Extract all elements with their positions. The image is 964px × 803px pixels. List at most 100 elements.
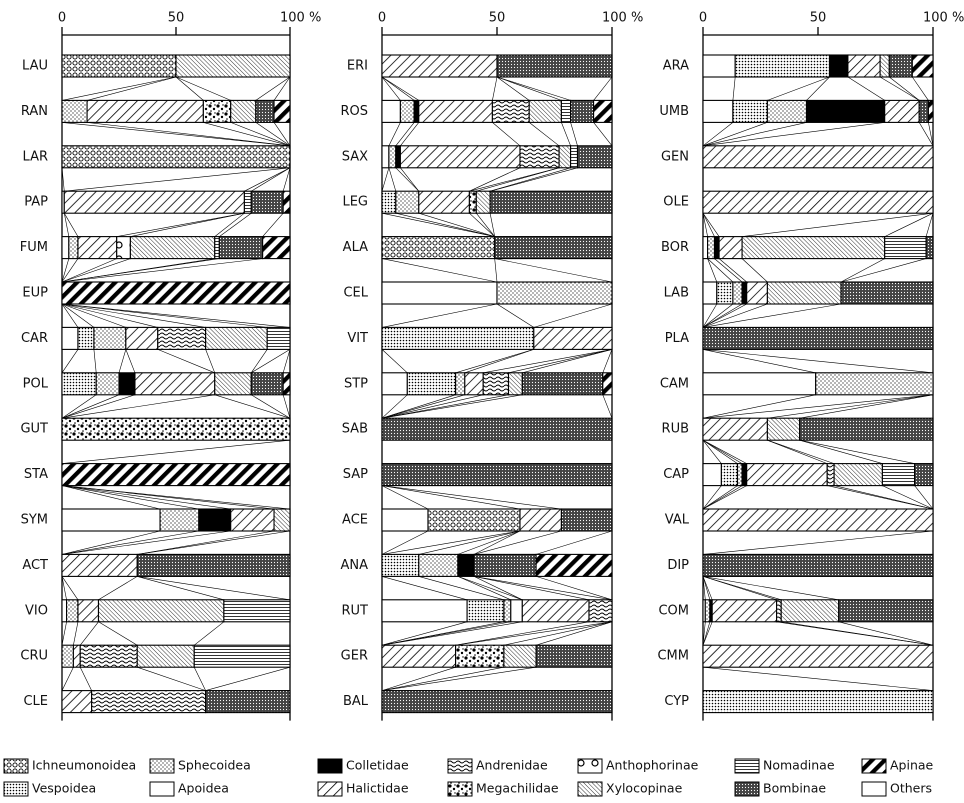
- connector: [381, 258, 498, 283]
- connector: [61, 258, 79, 283]
- connector: [125, 349, 136, 373]
- bar-segment: [535, 644, 613, 668]
- connector: [702, 576, 711, 600]
- bar-segment: [202, 99, 232, 123]
- connector: [767, 394, 934, 419]
- x-tick-label: 50: [810, 11, 827, 26]
- connector: [61, 485, 161, 510]
- legend-label: Apoidea: [178, 781, 229, 796]
- connector: [840, 258, 885, 283]
- connector: [847, 76, 885, 101]
- bar-segment: [205, 326, 268, 350]
- bar-segment: [86, 99, 204, 123]
- category-label: ANA: [340, 558, 368, 573]
- bar-segment: [198, 508, 232, 532]
- connector: [914, 485, 934, 510]
- bar-segment: [399, 145, 521, 169]
- bar-segment: [884, 236, 927, 260]
- bar-segment: [93, 326, 127, 350]
- bar-segment: [840, 281, 934, 305]
- connector: [251, 167, 291, 192]
- bar-segment: [72, 644, 81, 668]
- bar-segment: [381, 236, 496, 260]
- connector: [137, 530, 275, 555]
- connector: [536, 621, 613, 646]
- connector: [282, 394, 291, 419]
- bar-segment: [457, 553, 475, 577]
- bar-segment: [780, 599, 840, 623]
- connector: [702, 576, 839, 601]
- bar-segment: [381, 54, 498, 78]
- legend-label: Nomadinae: [763, 758, 835, 773]
- connector: [61, 258, 117, 283]
- connector: [61, 530, 231, 555]
- connector: [61, 258, 131, 283]
- category-label: RUB: [662, 422, 689, 437]
- bar-segment: [61, 372, 97, 396]
- bar-segment: [418, 553, 459, 577]
- connector: [395, 212, 495, 237]
- connector: [116, 212, 245, 237]
- bar-segment: [464, 372, 484, 396]
- bar-segment: [381, 463, 613, 487]
- connector: [137, 666, 206, 691]
- bar-segment: [805, 99, 886, 123]
- x-tick-label: 100 %: [280, 11, 321, 26]
- x-tick-label: 100 %: [602, 11, 643, 26]
- connector: [455, 621, 590, 646]
- connector: [702, 122, 768, 147]
- connector: [61, 303, 95, 328]
- bar-segment: [381, 690, 613, 714]
- connector: [61, 576, 79, 600]
- connector: [879, 76, 920, 101]
- connector: [61, 530, 161, 555]
- connector: [806, 76, 830, 101]
- x-tick-label: 100 %: [923, 11, 964, 26]
- legend-swatch: [577, 781, 603, 797]
- connector: [602, 394, 613, 419]
- legend-label: Halictidae: [346, 781, 409, 796]
- connector: [61, 394, 97, 419]
- bar-segment: [61, 463, 291, 487]
- category-label: RUT: [342, 603, 369, 618]
- bar-segment: [175, 54, 291, 78]
- bar-segment: [482, 372, 510, 396]
- connector: [702, 303, 743, 328]
- bar-segment: [494, 236, 613, 260]
- bar-segment: [519, 145, 560, 169]
- connector: [381, 76, 415, 101]
- bar-segment: [576, 145, 613, 169]
- connector: [87, 122, 291, 147]
- category-label: SYM: [21, 513, 48, 528]
- connector: [496, 303, 534, 328]
- connector: [464, 349, 534, 374]
- connector: [838, 621, 934, 646]
- bar-segment: [560, 99, 572, 123]
- bar-segment: [250, 372, 284, 396]
- bar-segment: [455, 644, 505, 668]
- connector: [882, 485, 934, 510]
- connector: [64, 167, 291, 192]
- connector: [494, 258, 613, 283]
- bar-segment: [395, 145, 401, 169]
- bar-segment: [491, 99, 530, 123]
- connector: [702, 621, 711, 646]
- connector: [702, 303, 768, 328]
- connector: [137, 576, 224, 601]
- connector: [593, 76, 613, 101]
- connector: [61, 439, 291, 464]
- bar-segment: [828, 54, 849, 78]
- bar-segment: [159, 508, 200, 532]
- connector: [205, 666, 291, 691]
- category-label: OLE: [663, 195, 689, 210]
- legend-swatch: [149, 758, 175, 774]
- connector: [418, 576, 504, 601]
- bar-segment: [136, 644, 195, 668]
- bar-segment: [847, 54, 881, 78]
- connector: [175, 76, 231, 101]
- category-label: CRU: [20, 649, 48, 664]
- connector: [61, 303, 126, 328]
- bar-segment: [381, 644, 457, 668]
- connector: [251, 349, 291, 374]
- connector: [63, 213, 70, 237]
